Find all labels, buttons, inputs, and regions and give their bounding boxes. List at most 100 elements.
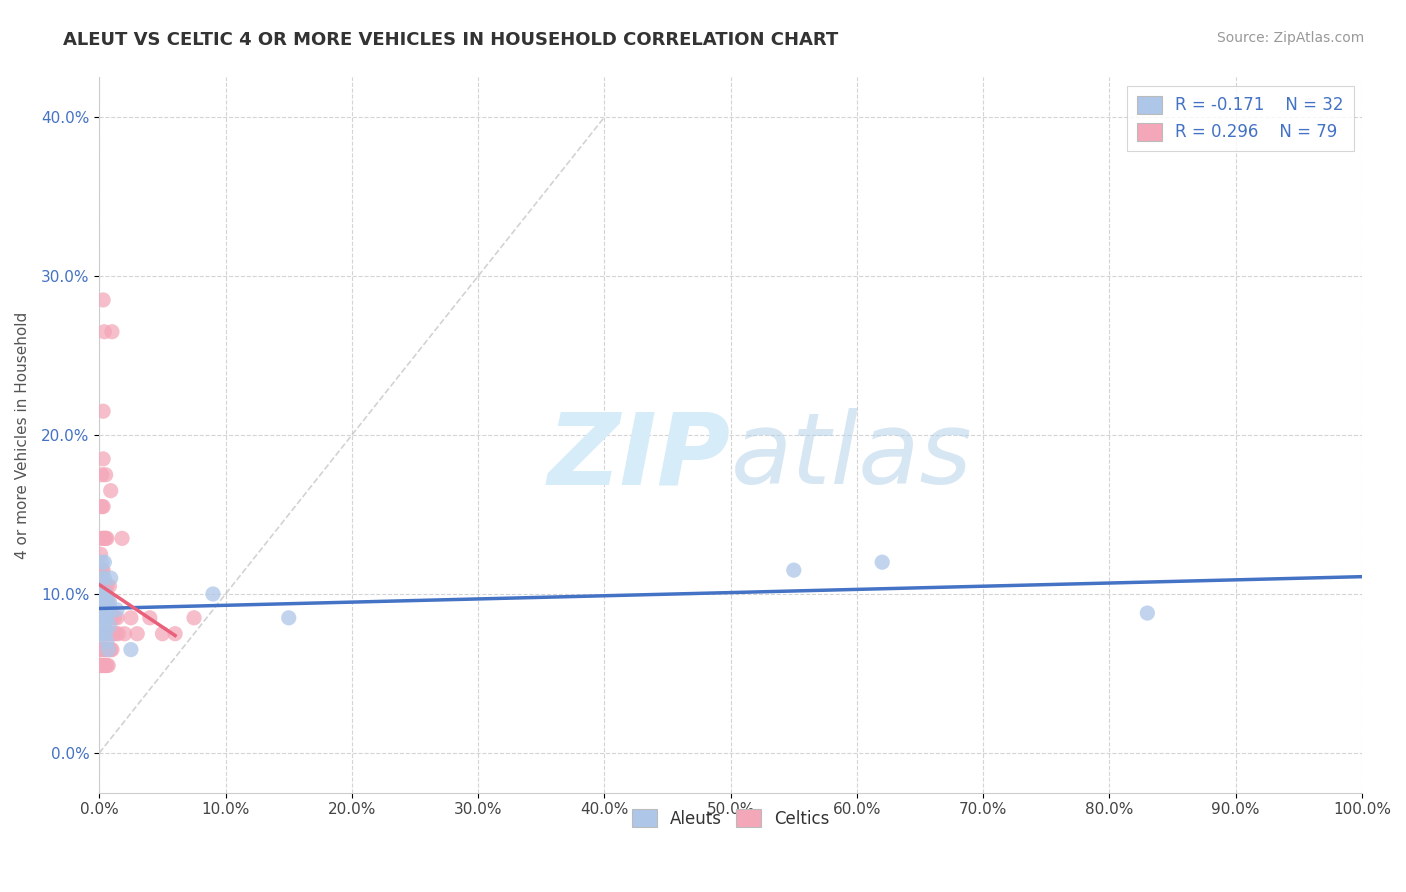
Point: [1136, 606, 1159, 620]
Point: [90, 500, 112, 514]
Point: [105, 603, 128, 617]
Point: [96, 579, 118, 593]
Point: [111, 532, 134, 546]
Point: [91, 595, 114, 609]
Point: [94, 579, 117, 593]
Point: [96, 626, 118, 640]
Text: Source: ZipAtlas.com: Source: ZipAtlas.com: [1216, 31, 1364, 45]
Point: [277, 611, 299, 625]
Point: [90, 571, 112, 585]
Point: [91, 500, 114, 514]
Point: [94, 626, 117, 640]
Point: [93, 619, 115, 633]
Point: [90, 611, 112, 625]
Point: [90, 626, 112, 640]
Point: [103, 611, 125, 625]
Point: [91, 611, 114, 625]
Point: [90, 658, 112, 673]
Point: [98, 611, 121, 625]
Point: [91, 595, 114, 609]
Text: atlas: atlas: [731, 408, 973, 505]
Point: [91, 658, 114, 673]
Point: [90, 595, 112, 609]
Point: [98, 619, 121, 633]
Point: [114, 626, 136, 640]
Point: [93, 611, 115, 625]
Point: [104, 626, 127, 640]
Point: [91, 626, 114, 640]
Point: [98, 642, 121, 657]
Point: [90, 595, 112, 609]
Point: [94, 467, 117, 482]
Point: [91, 293, 114, 307]
Point: [94, 595, 117, 609]
Point: [90, 563, 112, 577]
Point: [870, 555, 893, 569]
Point: [91, 642, 114, 657]
Point: [94, 626, 117, 640]
Point: [91, 563, 114, 577]
Point: [98, 579, 121, 593]
Point: [94, 587, 117, 601]
Point: [90, 658, 112, 673]
Point: [96, 532, 118, 546]
Point: [120, 642, 142, 657]
Point: [93, 571, 115, 585]
Point: [94, 642, 117, 657]
Point: [100, 642, 122, 657]
Point: [97, 603, 120, 617]
Point: [201, 587, 224, 601]
Point: [90, 547, 112, 561]
Point: [90, 563, 112, 577]
Point: [96, 595, 118, 609]
Point: [97, 658, 120, 673]
Point: [96, 611, 118, 625]
Point: [90, 579, 112, 593]
Point: [91, 451, 114, 466]
Point: [96, 658, 118, 673]
Point: [90, 595, 112, 609]
Point: [94, 611, 117, 625]
Point: [183, 611, 205, 625]
Point: [120, 611, 142, 625]
Point: [93, 579, 115, 593]
Point: [101, 325, 124, 339]
Point: [90, 611, 112, 625]
Point: [100, 603, 122, 617]
Point: [783, 563, 806, 577]
Point: [152, 626, 174, 640]
Point: [91, 579, 114, 593]
Point: [90, 611, 112, 625]
Point: [96, 595, 118, 609]
Point: [93, 595, 115, 609]
Point: [97, 642, 120, 657]
Point: [90, 626, 112, 640]
Legend: Aleuts, Celtics: Aleuts, Celtics: [626, 803, 837, 834]
Point: [93, 532, 115, 546]
Point: [91, 404, 114, 418]
Point: [100, 611, 122, 625]
Point: [105, 611, 128, 625]
Point: [94, 658, 117, 673]
Point: [90, 532, 112, 546]
Point: [93, 603, 115, 617]
Point: [98, 595, 121, 609]
Point: [91, 587, 114, 601]
Point: [101, 611, 124, 625]
Point: [93, 626, 115, 640]
Point: [91, 611, 114, 625]
Point: [93, 325, 115, 339]
Text: ZIP: ZIP: [548, 408, 731, 505]
Point: [90, 642, 112, 657]
Point: [93, 658, 115, 673]
Y-axis label: 4 or more Vehicles in Household: 4 or more Vehicles in Household: [15, 311, 30, 558]
Point: [90, 626, 112, 640]
Point: [94, 532, 117, 546]
Point: [100, 571, 122, 585]
Point: [101, 642, 124, 657]
Point: [97, 626, 120, 640]
Point: [90, 555, 112, 569]
Point: [96, 611, 118, 625]
Point: [103, 626, 125, 640]
Point: [98, 626, 121, 640]
